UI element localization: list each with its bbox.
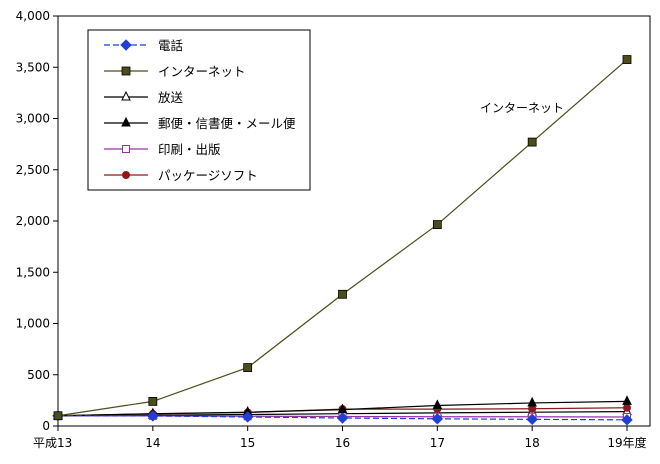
- series-layer: [52, 55, 633, 426]
- legend-entry: 放送: [104, 90, 184, 105]
- annotation-layer: インターネット: [480, 101, 564, 115]
- y-tick-label: 0: [42, 419, 50, 433]
- legend-entry: インターネット: [104, 64, 246, 79]
- legend-label: パッケージソフト: [158, 168, 258, 183]
- data-point: [622, 55, 632, 64]
- legend-marker: [121, 90, 131, 101]
- data-point: [243, 363, 253, 372]
- x-tick-label: 16: [335, 436, 350, 450]
- data-point: [621, 414, 633, 426]
- legend-marker: [122, 171, 130, 179]
- legend-label: インターネット: [158, 64, 246, 79]
- legend-label: 郵便・信書便・メール便: [158, 116, 296, 131]
- y-tick-label: 1,000: [16, 317, 50, 331]
- legend-entry: パッケージソフト: [104, 168, 258, 183]
- x-tick-label: 17: [430, 436, 445, 450]
- x-tick-label: 15: [240, 436, 255, 450]
- data-point: [432, 220, 442, 229]
- legend-label: 印刷・出版: [158, 142, 221, 157]
- data-point: [147, 410, 159, 422]
- data-point: [338, 289, 347, 299]
- legend-box: [87, 29, 311, 191]
- data-point: [148, 396, 158, 406]
- data-point: [527, 396, 537, 407]
- legend-marker: [121, 116, 131, 127]
- data-point: [431, 413, 444, 425]
- series-1: [53, 55, 632, 421]
- data-point: [622, 395, 632, 405]
- series-0: [52, 410, 633, 426]
- legend-marker: [121, 66, 131, 76]
- legend-entry: 郵便・信書便・メール便: [104, 116, 296, 131]
- data-point: [527, 137, 537, 147]
- y-tick-label: 500: [27, 368, 50, 382]
- x-axis: 平成13 14 15 16 17 18 19年度: [33, 426, 647, 450]
- y-tick-label: 4,000: [16, 9, 50, 23]
- x-tick-label: 18: [525, 436, 540, 450]
- y-tick-label: 2,000: [16, 214, 50, 228]
- legend-entry: 電話: [104, 38, 183, 53]
- x-tick-label: 平成13: [33, 436, 72, 450]
- y-tick-label: 1,500: [16, 265, 50, 279]
- y-axis: 0 500 1,000 1,500 2,000 2,500 3,000 3,500 4,000: [16, 9, 58, 433]
- data-point: [336, 412, 349, 424]
- data-point: [53, 411, 63, 421]
- annotation-label: インターネット: [480, 101, 564, 115]
- legend-label: 電話: [158, 38, 183, 53]
- data-point: [623, 403, 631, 412]
- data-point: [526, 413, 538, 426]
- legend-marker: [122, 145, 130, 153]
- legend-entry: 印刷・出版: [104, 142, 221, 157]
- y-tick-label: 2,500: [16, 163, 50, 177]
- x-tick-label: 14: [145, 436, 160, 450]
- x-tick-label: 19年度: [607, 435, 646, 450]
- data-point: [432, 399, 443, 409]
- y-tick-label: 3,000: [16, 112, 50, 126]
- data-point: [241, 411, 254, 423]
- legend-label: 放送: [158, 90, 184, 105]
- legend-marker: [120, 39, 132, 51]
- y-tick-label: 3,500: [16, 60, 50, 74]
